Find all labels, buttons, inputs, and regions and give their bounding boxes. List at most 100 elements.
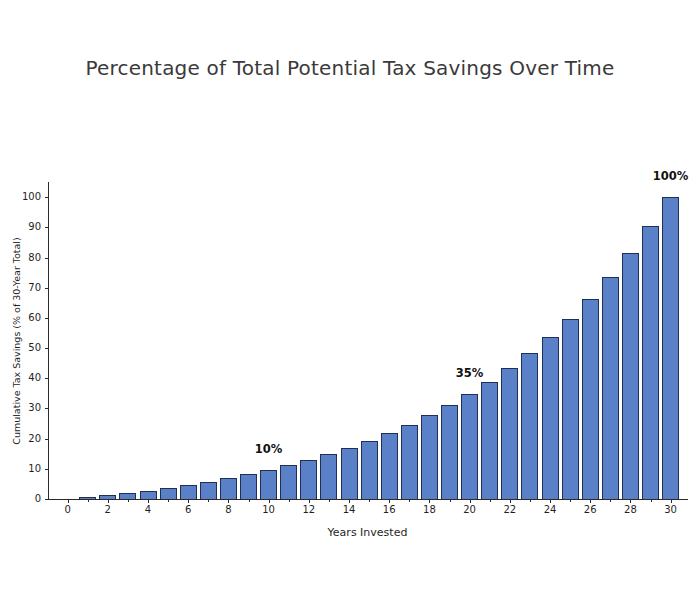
bar-annotation-10yr: 10% bbox=[239, 442, 299, 456]
x-tick-label: 22 bbox=[495, 504, 525, 515]
x-tick-major bbox=[389, 499, 390, 503]
bar-year-10 bbox=[260, 470, 277, 499]
x-tick-major bbox=[228, 499, 229, 503]
y-tick-label: 100 bbox=[11, 191, 41, 202]
plot-area: 0246810121416182022242628300102030405060… bbox=[48, 182, 688, 500]
bar-year-9 bbox=[240, 474, 257, 499]
bar-year-26 bbox=[582, 299, 599, 499]
x-tick-minor bbox=[289, 499, 290, 502]
x-tick-label: 14 bbox=[334, 504, 364, 515]
y-tick bbox=[45, 318, 49, 319]
y-tick-label: 50 bbox=[11, 342, 41, 353]
y-tick-label: 10 bbox=[11, 463, 41, 474]
x-tick-major bbox=[349, 499, 350, 503]
bar-year-17 bbox=[401, 425, 418, 499]
bar-annotation-30yr: 100% bbox=[641, 169, 700, 183]
x-tick-major bbox=[309, 499, 310, 503]
x-tick-label: 12 bbox=[294, 504, 324, 515]
x-tick-label: 16 bbox=[374, 504, 404, 515]
x-tick-minor bbox=[208, 499, 209, 502]
x-tick-major bbox=[510, 499, 511, 503]
x-tick-major bbox=[470, 499, 471, 503]
y-tick-label: 60 bbox=[11, 312, 41, 323]
x-tick-major bbox=[630, 499, 631, 503]
tax-savings-bar-chart: Percentage of Total Potential Tax Saving… bbox=[0, 0, 700, 590]
x-tick-minor bbox=[651, 499, 652, 502]
x-tick-major bbox=[188, 499, 189, 503]
y-tick-label: 90 bbox=[11, 221, 41, 232]
x-axis-label: Years Invested bbox=[48, 526, 687, 539]
bar-year-16 bbox=[381, 433, 398, 499]
x-tick-major bbox=[68, 499, 69, 503]
x-tick-minor bbox=[490, 499, 491, 502]
x-tick-label: 8 bbox=[213, 504, 243, 515]
x-tick-minor bbox=[610, 499, 611, 502]
bar-year-28 bbox=[622, 253, 639, 499]
x-tick-minor bbox=[369, 499, 370, 502]
y-tick bbox=[45, 378, 49, 379]
x-tick-label: 28 bbox=[615, 504, 645, 515]
bar-year-23 bbox=[521, 353, 538, 499]
bar-year-12 bbox=[300, 460, 317, 499]
bar-year-29 bbox=[642, 226, 659, 499]
x-tick-minor bbox=[128, 499, 129, 502]
x-tick-major bbox=[148, 499, 149, 503]
x-tick-label: 18 bbox=[414, 504, 444, 515]
bar-year-14 bbox=[341, 448, 358, 499]
bar-year-20 bbox=[461, 394, 478, 499]
y-tick bbox=[45, 469, 49, 470]
y-tick-label: 70 bbox=[11, 282, 41, 293]
y-tick-label: 80 bbox=[11, 252, 41, 263]
x-tick-minor bbox=[450, 499, 451, 502]
x-tick-label: 6 bbox=[173, 504, 203, 515]
y-tick bbox=[45, 408, 49, 409]
bar-year-24 bbox=[542, 337, 559, 499]
x-tick-label: 0 bbox=[53, 504, 83, 515]
y-tick bbox=[45, 227, 49, 228]
bar-year-22 bbox=[501, 368, 518, 499]
bar-year-19 bbox=[441, 405, 458, 499]
x-tick-major bbox=[671, 499, 672, 503]
bar-year-25 bbox=[562, 319, 579, 499]
chart-title: Percentage of Total Potential Tax Saving… bbox=[0, 56, 700, 80]
bar-year-5 bbox=[160, 488, 177, 499]
bar-year-8 bbox=[220, 478, 237, 499]
y-tick bbox=[45, 258, 49, 259]
bar-year-7 bbox=[200, 482, 217, 499]
x-tick-label: 30 bbox=[656, 504, 686, 515]
x-tick-minor bbox=[88, 499, 89, 502]
x-tick-minor bbox=[530, 499, 531, 502]
x-tick-minor bbox=[329, 499, 330, 502]
bar-year-21 bbox=[481, 382, 498, 499]
x-tick-major bbox=[108, 499, 109, 503]
x-tick-major bbox=[550, 499, 551, 503]
y-tick bbox=[45, 348, 49, 349]
y-tick bbox=[45, 197, 49, 198]
y-tick-label: 0 bbox=[11, 493, 41, 504]
bar-year-13 bbox=[320, 454, 337, 499]
y-tick bbox=[45, 288, 49, 289]
x-tick-label: 26 bbox=[575, 504, 605, 515]
x-tick-minor bbox=[570, 499, 571, 502]
x-tick-label: 2 bbox=[93, 504, 123, 515]
y-tick bbox=[45, 499, 49, 500]
y-tick-label: 30 bbox=[11, 402, 41, 413]
bar-year-15 bbox=[361, 441, 378, 499]
x-tick-major bbox=[590, 499, 591, 503]
x-tick-minor bbox=[249, 499, 250, 502]
x-tick-major bbox=[269, 499, 270, 503]
x-tick-minor bbox=[409, 499, 410, 502]
bar-year-18 bbox=[421, 415, 438, 499]
y-tick bbox=[45, 439, 49, 440]
bar-annotation-20yr: 35% bbox=[440, 366, 500, 380]
bar-year-30 bbox=[662, 197, 679, 499]
x-tick-major bbox=[429, 499, 430, 503]
bar-year-6 bbox=[180, 485, 197, 499]
x-tick-label: 24 bbox=[535, 504, 565, 515]
x-tick-label: 10 bbox=[254, 504, 284, 515]
y-tick-label: 40 bbox=[11, 372, 41, 383]
bar-year-11 bbox=[280, 465, 297, 499]
x-tick-minor bbox=[168, 499, 169, 502]
y-tick-label: 20 bbox=[11, 433, 41, 444]
bar-year-4 bbox=[140, 491, 157, 499]
